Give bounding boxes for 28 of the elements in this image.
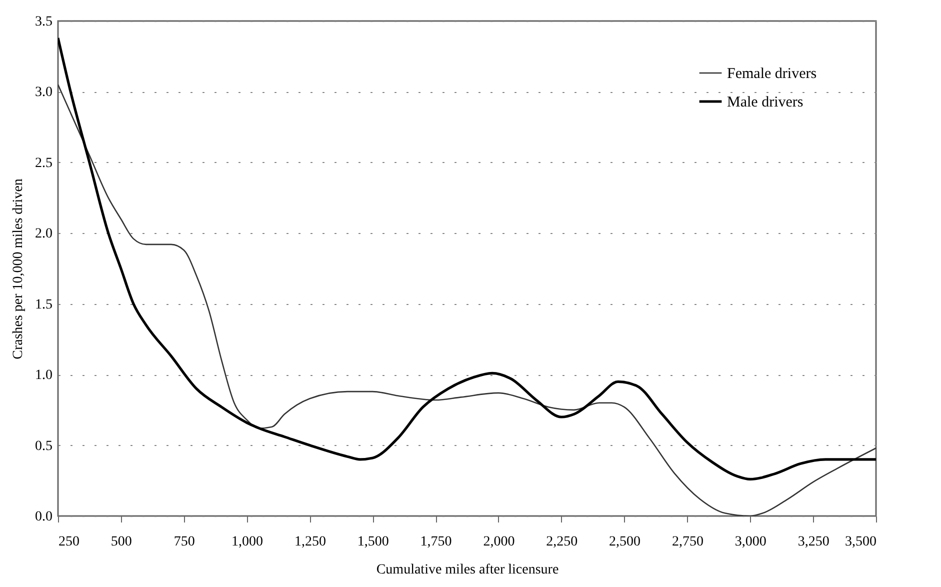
x-tick-label: 2,250 (546, 534, 578, 550)
x-tick-label: 750 (174, 534, 195, 550)
x-tick-label: 3,000 (734, 534, 766, 550)
x-tick-label: 2,000 (483, 534, 515, 550)
y-tick-label: 0.5 (35, 438, 52, 454)
x-tick-label: 3,250 (798, 534, 830, 550)
x-tick-label: 2,750 (672, 534, 704, 550)
x-tick-label: 2,500 (609, 534, 641, 550)
x-tick-label: 1,500 (357, 534, 389, 550)
x-axis-title: Cumulative miles after licensure (376, 562, 559, 578)
x-tick-label: 1,000 (232, 534, 264, 550)
x-tick-label: 3,500 (845, 534, 876, 550)
legend-label: Female drivers (727, 66, 817, 82)
y-tick-label: 1.0 (35, 368, 52, 384)
x-tick-label: 250 (58, 534, 80, 550)
x-tick-label: 500 (110, 534, 132, 550)
y-tick-label: 2.5 (35, 156, 52, 171)
line-series (58, 36, 876, 481)
x-tick-label: 1,250 (294, 534, 326, 550)
y-tick-label: 0.0 (35, 510, 52, 524)
x-tick-label: 1,750 (420, 534, 452, 550)
y-tick-label: 1.5 (35, 297, 52, 312)
y-tick-label: 2.0 (35, 226, 52, 242)
y-axis-title: Crashes per 10,000 miles driven (11, 178, 26, 360)
y-tick-label: 3.0 (35, 85, 52, 100)
line-series (58, 84, 876, 516)
legend-label: Male drivers (727, 94, 804, 110)
y-tick-label: 3.5 (35, 14, 52, 30)
